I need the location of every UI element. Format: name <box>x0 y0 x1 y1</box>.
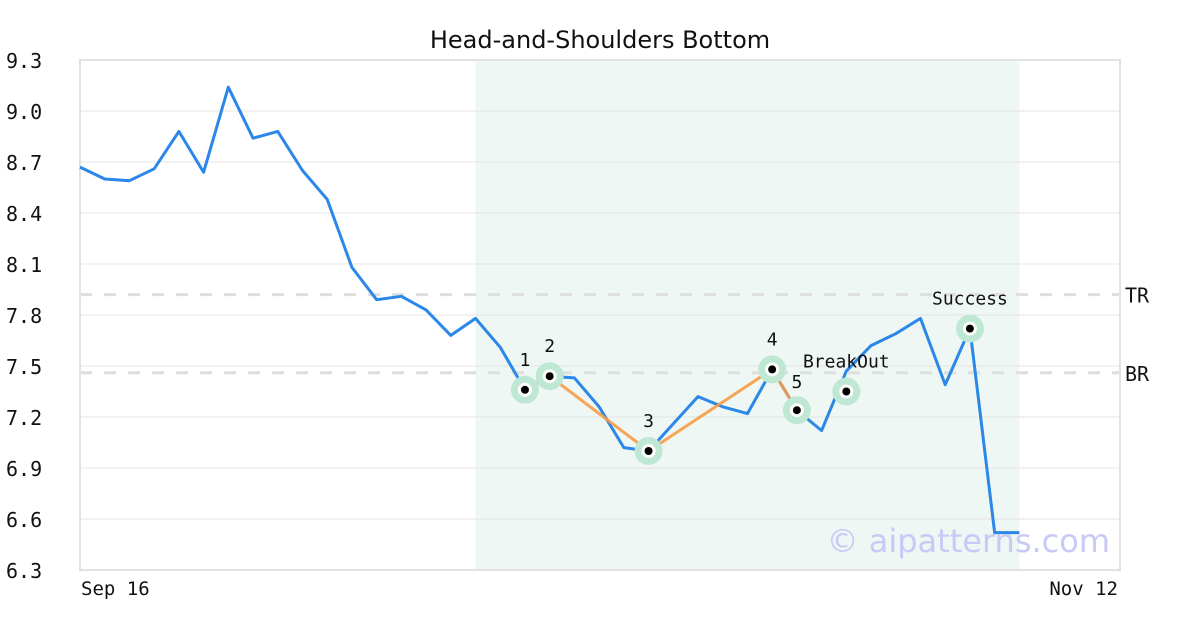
marker-label: Success <box>932 289 1008 310</box>
y-tick-label: 6.9 <box>6 457 42 481</box>
y-tick-label: 7.8 <box>6 304 42 328</box>
marker-label: 5 <box>791 372 802 393</box>
level-label: BR <box>1125 362 1150 386</box>
marker-label: 1 <box>520 350 531 371</box>
marker-dot <box>965 324 974 333</box>
y-tick-label: 8.4 <box>6 202 42 226</box>
y-tick-label: 9.0 <box>6 100 42 124</box>
watermark: © aipatterns.com <box>827 522 1110 560</box>
y-tick-label: 8.7 <box>6 151 42 175</box>
y-tick-label: 9.3 <box>6 49 42 73</box>
y-tick-label: 6.6 <box>6 508 42 532</box>
marker-dot <box>545 372 554 381</box>
marker-dot <box>842 387 851 396</box>
marker-label: 3 <box>643 411 654 432</box>
marker-label: BreakOut <box>803 352 890 373</box>
marker-dot <box>792 406 801 415</box>
marker-label: 2 <box>544 336 555 357</box>
x-tick-label: Nov 12 <box>1049 578 1118 600</box>
chart-title: Head-and-Shoulders Bottom <box>430 26 770 54</box>
level-label: TR <box>1125 284 1150 308</box>
plot-frame <box>79 59 1121 571</box>
marker-dot <box>520 385 529 394</box>
marker-dot <box>768 365 777 374</box>
marker-dot <box>644 447 653 455</box>
x-tick-label: Sep 16 <box>81 578 150 600</box>
y-tick-label: 6.3 <box>6 559 42 583</box>
y-tick-label: 7.5 <box>6 355 42 379</box>
y-tick-label: 8.1 <box>6 253 42 277</box>
marker-label: 4 <box>767 329 778 350</box>
y-tick-label: 7.2 <box>6 406 42 430</box>
